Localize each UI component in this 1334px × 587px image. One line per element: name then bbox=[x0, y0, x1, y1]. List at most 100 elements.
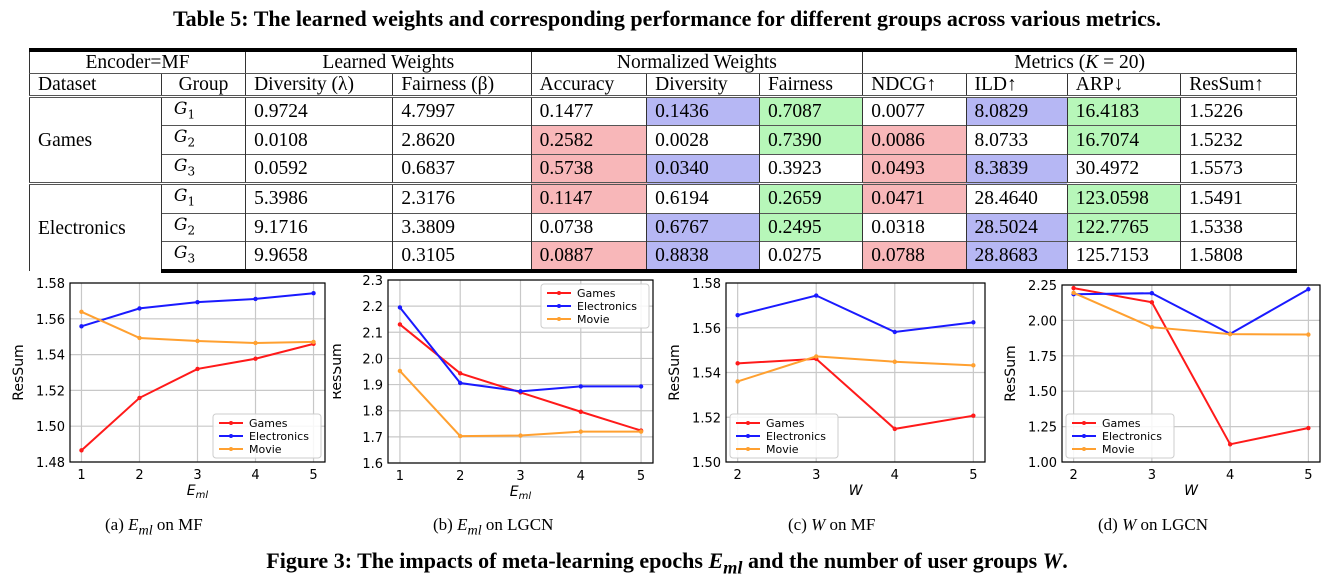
data-point-electronics bbox=[638, 384, 644, 389]
y-tick-label: 1.6 bbox=[362, 457, 383, 472]
value-cell: 28.5024 bbox=[965, 212, 1068, 242]
subcaption-c: (c) W on MF bbox=[788, 515, 876, 534]
value-cell: 0.2659 bbox=[758, 182, 864, 214]
figure-caption-prefix: Figure 3: The impacts of meta-learning e… bbox=[266, 548, 703, 573]
value-cell: 16.7074 bbox=[1066, 125, 1182, 155]
dataset-cell: Games bbox=[29, 96, 162, 184]
x-tick-label: 3 bbox=[516, 469, 524, 484]
subcaption-a: (a) Eml on MF bbox=[105, 515, 203, 539]
value-cell: 8.0829 bbox=[965, 96, 1068, 126]
value-cell: 9.9658 bbox=[245, 240, 394, 274]
x-tick-label: 4 bbox=[891, 468, 899, 483]
column-header: ARP↓ bbox=[1066, 73, 1182, 98]
data-point-movie bbox=[1306, 332, 1311, 337]
figure-caption-var: Eml bbox=[708, 548, 743, 578]
x-axis-label: Eml bbox=[510, 484, 532, 502]
data-point-electronics bbox=[397, 305, 403, 310]
y-axis-label: ResSum bbox=[11, 344, 27, 400]
value-cell: 0.0318 bbox=[862, 212, 967, 242]
value-cell: 1.5232 bbox=[1180, 125, 1297, 155]
data-point-movie bbox=[638, 429, 644, 434]
data-point-games bbox=[1306, 425, 1311, 431]
y-axis-label: ResSum bbox=[1003, 345, 1019, 401]
legend-label: Movie bbox=[1102, 443, 1135, 456]
y-tick-label: 1.54 bbox=[692, 367, 721, 382]
header-group-row: Encoder=MF Learned Weights Normalized Weig… bbox=[28, 48, 1297, 74]
value-cell: 0.0077 bbox=[862, 96, 967, 126]
data-point-games bbox=[458, 371, 463, 376]
data-point-games bbox=[397, 322, 403, 327]
y-tick-label: 1.58 bbox=[692, 277, 721, 292]
value-cell: 16.4183 bbox=[1066, 96, 1182, 126]
data-point-electronics bbox=[814, 293, 819, 298]
column-header: Fairness bbox=[758, 73, 864, 98]
legend-label: Games bbox=[766, 417, 805, 430]
x-tick-label: 3 bbox=[1148, 468, 1156, 483]
data-point-electronics bbox=[458, 380, 463, 386]
value-cell: 0.5738 bbox=[530, 153, 648, 184]
dataset-cell: Electronics bbox=[29, 182, 162, 272]
data-point-movie bbox=[137, 335, 142, 341]
x-tick-label: 5 bbox=[1304, 468, 1312, 483]
data-point-movie bbox=[79, 309, 84, 315]
y-tick-label: 2.2 bbox=[362, 300, 383, 315]
y-tick-label: 1.52 bbox=[692, 411, 721, 426]
chart-eml-lgcn: 1 2 3 4 5 1.6 1.7 1.8 1.9 2.0 2.1 2.2 2.3 ResSum Eml Ga… bbox=[333, 274, 654, 502]
y-tick-label: 1.58 bbox=[36, 277, 65, 292]
group-cell: G3 bbox=[160, 153, 247, 184]
legend-label: Movie bbox=[577, 313, 610, 326]
value-cell: 28.4640 bbox=[965, 182, 1068, 214]
value-cell: 8.3839 bbox=[965, 153, 1068, 184]
data-point-movie bbox=[518, 433, 523, 438]
value-cell: 0.6837 bbox=[392, 153, 532, 184]
y-tick-label: 1.48 bbox=[36, 456, 65, 471]
y-tick-label: 2.0 bbox=[362, 352, 383, 367]
series-line-games bbox=[737, 357, 974, 430]
legend-marker bbox=[1082, 421, 1086, 425]
column-header: Fairness (β) bbox=[392, 73, 532, 98]
data-point-games bbox=[578, 409, 583, 414]
legend-label: Games bbox=[577, 287, 616, 300]
chart-eml-mf: 1 2 3 4 5 1.48 1.50 1.52 1.54 1.56 1.58 ResSum Eml Ga… bbox=[11, 277, 326, 501]
legend-marker bbox=[746, 421, 750, 425]
x-tick-label: 4 bbox=[1226, 468, 1234, 483]
x-tick-label: 2 bbox=[1069, 468, 1077, 483]
value-cell: 1.5226 bbox=[1180, 96, 1297, 126]
y-tick-label: 1.50 bbox=[692, 456, 721, 471]
value-cell: 1.5573 bbox=[1180, 153, 1297, 184]
value-cell: 8.0733 bbox=[965, 125, 1068, 155]
value-cell: 2.3176 bbox=[392, 182, 532, 214]
value-cell: 0.0887 bbox=[530, 240, 648, 274]
x-tick-label: 5 bbox=[969, 468, 977, 483]
legend-marker bbox=[1082, 434, 1086, 438]
x-tick-label: 4 bbox=[251, 468, 259, 483]
data-point-movie bbox=[253, 340, 258, 346]
plot-frame bbox=[387, 279, 654, 464]
y-tick-label: 1.56 bbox=[692, 322, 721, 337]
data-point-electronics bbox=[195, 299, 200, 305]
column-header: Diversity bbox=[646, 73, 760, 98]
y-tick-label: 2.25 bbox=[1028, 279, 1057, 294]
legend-marker bbox=[229, 447, 233, 451]
legend-label: Games bbox=[1102, 417, 1141, 430]
series-line-electronics bbox=[1073, 288, 1309, 335]
x-tick-label: 5 bbox=[309, 468, 317, 483]
results-table: Encoder=MF Learned Weights Normalized Weig… bbox=[28, 48, 1297, 274]
header-group: Metrics (K = 20) bbox=[862, 48, 1297, 74]
value-cell: 0.6767 bbox=[646, 212, 760, 242]
series-line-electronics bbox=[737, 294, 974, 334]
data-point-movie bbox=[892, 359, 897, 364]
value-cell: 125.7153 bbox=[1066, 240, 1182, 274]
value-cell: 0.0493 bbox=[862, 153, 967, 184]
value-cell: 122.7765 bbox=[1066, 212, 1182, 242]
value-cell: 0.0108 bbox=[245, 125, 394, 155]
value-cell: 0.1477 bbox=[530, 96, 648, 126]
data-point-games bbox=[195, 366, 200, 372]
table-row: Games G1 0.9724 4.7997 0.1477 0.1436 0.7087 0.0… bbox=[29, 96, 1297, 184]
x-tick-label: 3 bbox=[193, 468, 201, 483]
data-point-electronics bbox=[518, 389, 523, 394]
legend-marker bbox=[746, 434, 750, 438]
value-cell: 28.8683 bbox=[965, 240, 1068, 274]
y-tick-label: 2.1 bbox=[362, 326, 383, 341]
data-point-games bbox=[971, 413, 976, 418]
